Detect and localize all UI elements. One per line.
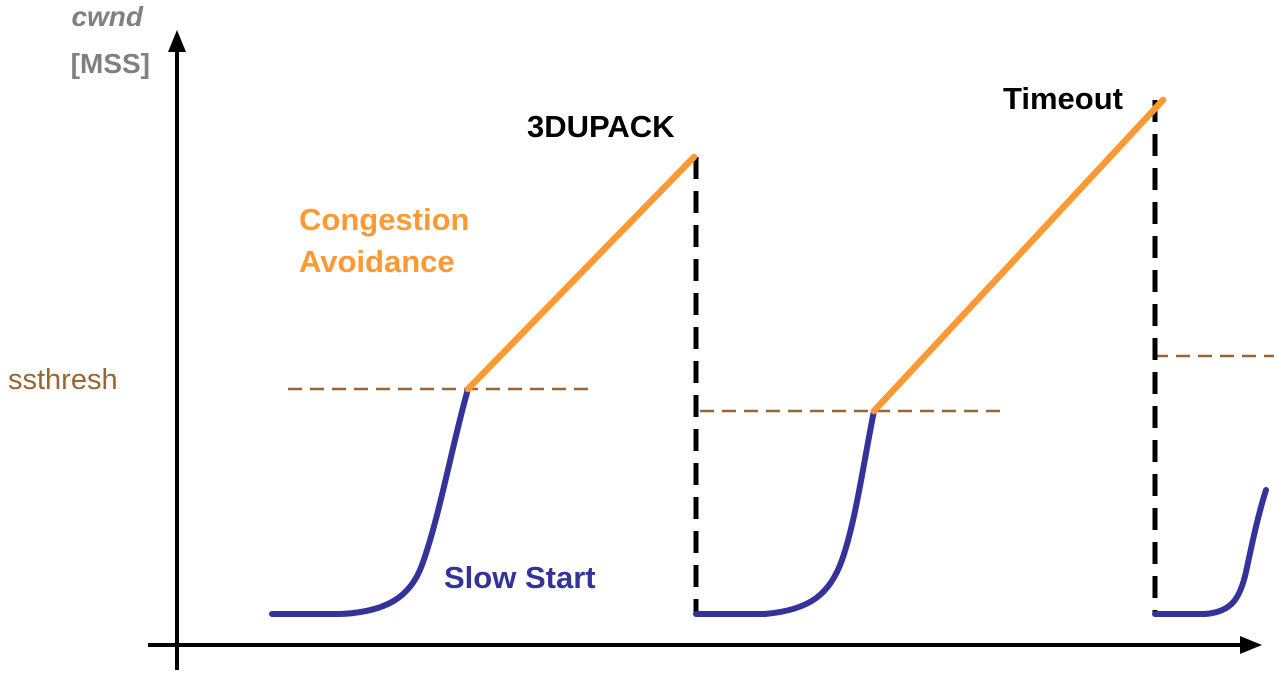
congestion-avoidance-label-line2: Avoidance bbox=[299, 244, 455, 279]
y-axis-label: cwnd [MSS] bbox=[71, 1, 150, 79]
slow-start-curves bbox=[269, 386, 1269, 617]
congestion-avoidance-lines bbox=[464, 96, 1167, 415]
x-axis-arrowhead bbox=[1240, 636, 1262, 654]
loss-events bbox=[693, 100, 1158, 614]
congestion-avoidance-label-line1: Congestion bbox=[299, 202, 470, 237]
y-axis-label-cwnd: cwnd bbox=[71, 1, 143, 32]
slow-start-curve-1 bbox=[269, 386, 471, 617]
slow-start-curve-2 bbox=[693, 408, 877, 617]
ssthresh-label: ssthresh bbox=[8, 364, 118, 396]
slow-start-curve-3 bbox=[1152, 487, 1269, 617]
dupack-label: 3DUPACK bbox=[527, 109, 675, 144]
slow-start-label: Slow Start bbox=[444, 560, 596, 595]
axes bbox=[148, 30, 1262, 670]
timeout-label: Timeout bbox=[1003, 81, 1123, 116]
ssthresh-lines bbox=[288, 354, 1274, 413]
y-axis-label-unit: [MSS] bbox=[71, 48, 150, 79]
congestion-avoidance-line-1 bbox=[464, 153, 698, 393]
congestion-avoidance-line-2 bbox=[870, 96, 1167, 415]
y-axis-arrowhead bbox=[168, 30, 186, 52]
